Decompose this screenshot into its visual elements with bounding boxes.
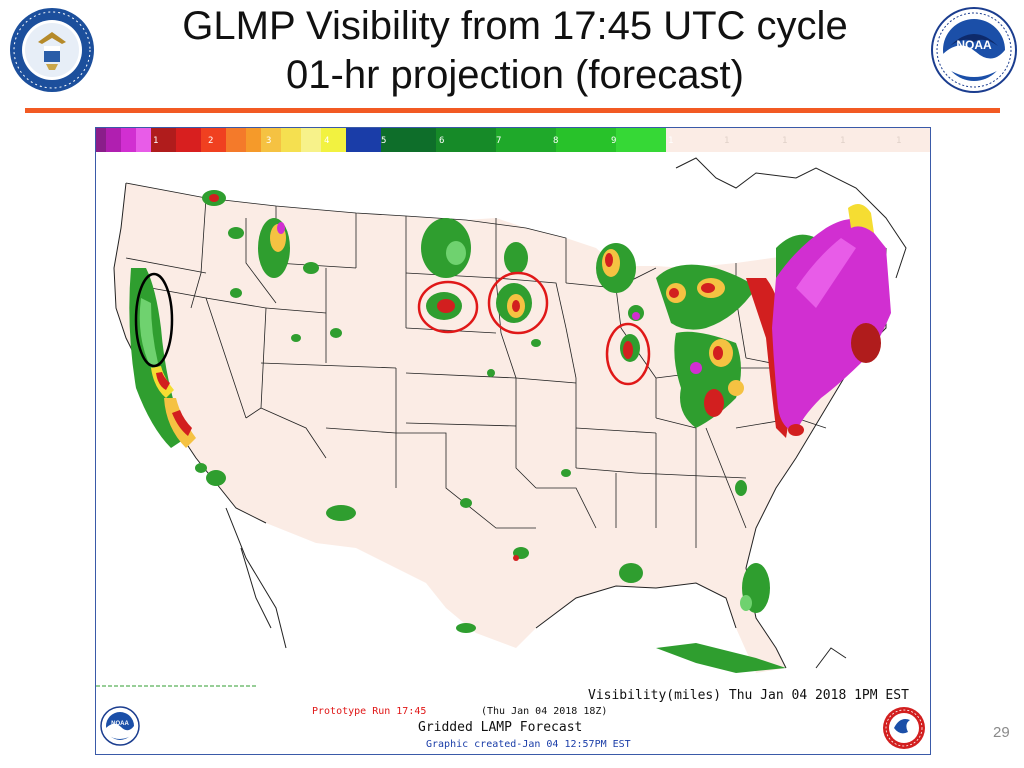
- scale-label-11: 1: [724, 136, 729, 146]
- commerce-seal-icon: [8, 6, 96, 94]
- highlight-circle-minnesota: [487, 271, 549, 335]
- highlight-circle-south-dakota: [417, 280, 479, 334]
- scale-label-12: 1: [782, 136, 787, 146]
- scale-label-6: 6: [439, 136, 444, 146]
- product-name-label: Gridded LAMP Forecast: [418, 720, 583, 735]
- accent-rule: [25, 108, 1000, 113]
- highlight-circles: [134, 271, 651, 386]
- scale-label-13: 1: [840, 136, 845, 146]
- prototype-run-label: Prototype Run 17:45: [312, 706, 427, 717]
- svg-text:NOAA: NOAA: [111, 721, 129, 727]
- fog-region: [772, 204, 891, 436]
- scale-label-8: 8: [553, 136, 558, 146]
- title-line-1: GLMP Visibility from 17:45 UTC cycle: [182, 4, 848, 48]
- noaa-logo-icon: NOAA: [930, 6, 1018, 94]
- scale-label-4: 4: [324, 136, 329, 146]
- map-caption-main: Visibility(miles) Thu Jan 04 2018 1PM ES…: [588, 688, 909, 703]
- noaa-small-logo-icon: NOAA: [100, 706, 140, 746]
- scale-label-3: 3: [266, 136, 271, 146]
- scale-label-2: 2: [208, 136, 213, 146]
- page-number: 29: [993, 724, 1010, 741]
- scale-label-7: 7: [496, 136, 501, 146]
- highlight-circle-black-west: [134, 272, 174, 368]
- slide-title: GLMP Visibility from 17:45 UTC cycle 01-…: [110, 2, 920, 100]
- title-line-2: 01-hr projection (forecast): [286, 53, 744, 97]
- scale-label-1: 1: [153, 136, 158, 146]
- scale-label-9: 9: [611, 136, 616, 146]
- color-scale-bar: 1 2 3 4 5 6 7 8 9 1 1 1 1 1: [96, 128, 930, 152]
- scale-label-5: 5: [381, 136, 386, 146]
- west-coast-visibility: [129, 190, 342, 486]
- valid-time-label: (Thu Jan 04 2018 18Z): [481, 706, 608, 717]
- highlight-circle-illinois: [605, 322, 651, 386]
- central-visibility: [326, 218, 786, 673]
- svg-text:NOAA: NOAA: [956, 38, 992, 52]
- scale-label-14: 1: [896, 136, 901, 146]
- scale-label-10: 1: [668, 136, 673, 146]
- nws-logo-icon: [883, 707, 925, 749]
- visibility-map: 1 2 3 4 5 6 7 8 9 1 1 1 1 1: [95, 127, 931, 755]
- graphic-created-label: Graphic created-Jan 04 12:57PM EST: [426, 739, 631, 750]
